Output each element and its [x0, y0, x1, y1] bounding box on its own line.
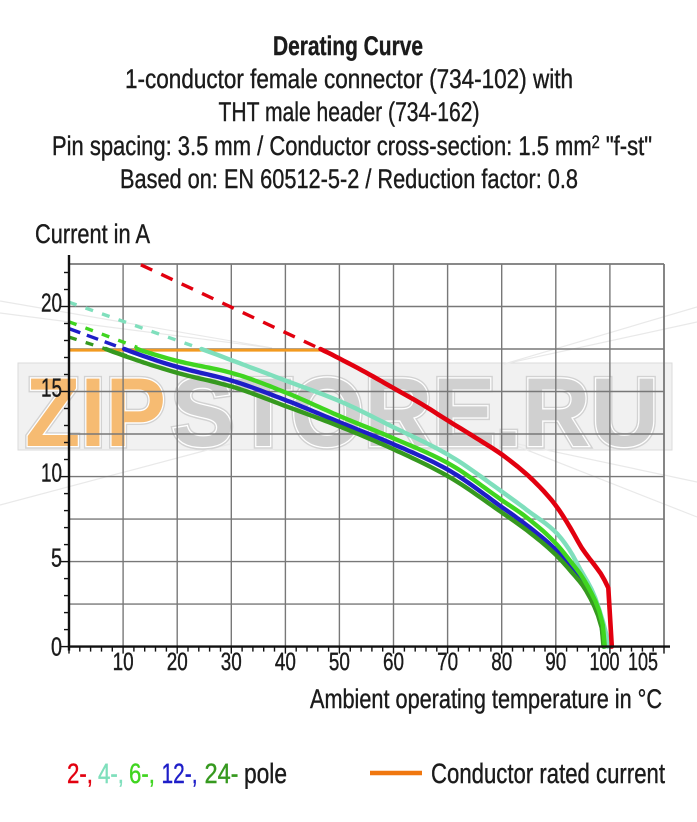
svg-text:Derating Curve: Derating Curve [273, 31, 423, 61]
svg-text:2-,: 2-, [67, 758, 93, 789]
svg-text:60: 60 [383, 648, 404, 676]
svg-text:15: 15 [41, 373, 62, 403]
svg-text:ZIP: ZIP [25, 357, 166, 467]
svg-text:20: 20 [167, 648, 188, 676]
svg-text:Pin spacing: 3.5 mm / Conducto: Pin spacing: 3.5 mm / Conductor cross-se… [52, 131, 652, 161]
svg-text:6-,: 6-, [129, 758, 155, 789]
svg-text:STORE.RU: STORE.RU [171, 357, 659, 467]
svg-text:0: 0 [51, 632, 62, 662]
svg-text:THT male header (734-162): THT male header (734-162) [219, 97, 480, 127]
svg-text:Based on: EN 60512-5-2 / Reduc: Based on: EN 60512-5-2 / Reduction facto… [120, 164, 578, 194]
svg-text:105: 105 [628, 648, 658, 676]
svg-text:ZIP: ZIP [25, 357, 166, 467]
svg-text:Ambient operating temperature: Ambient operating temperature in °C [310, 684, 662, 714]
svg-text:90: 90 [545, 648, 566, 676]
svg-text:30: 30 [221, 648, 242, 676]
svg-text:Conductor rated current: Conductor rated current [431, 758, 665, 789]
svg-text:10: 10 [113, 648, 134, 676]
svg-text:80: 80 [491, 648, 512, 676]
svg-text:50: 50 [329, 648, 350, 676]
svg-text:10: 10 [41, 458, 62, 488]
svg-text:70: 70 [437, 648, 458, 676]
svg-text:24-: 24- [205, 758, 239, 789]
svg-text:pole: pole [244, 758, 287, 789]
svg-text:5: 5 [51, 543, 62, 573]
svg-text:1-conductor female connector (: 1-conductor female connector (734-102) w… [125, 64, 573, 94]
svg-text:Current in A: Current in A [35, 219, 150, 249]
svg-text:20: 20 [41, 288, 62, 318]
svg-text:4-,: 4-, [98, 758, 124, 789]
svg-text:12-,: 12-, [162, 758, 198, 789]
svg-text:40: 40 [275, 648, 296, 676]
svg-text:STORE.RU: STORE.RU [171, 357, 659, 467]
svg-text:ZIP: ZIP [25, 357, 166, 467]
svg-text:100: 100 [590, 648, 620, 676]
